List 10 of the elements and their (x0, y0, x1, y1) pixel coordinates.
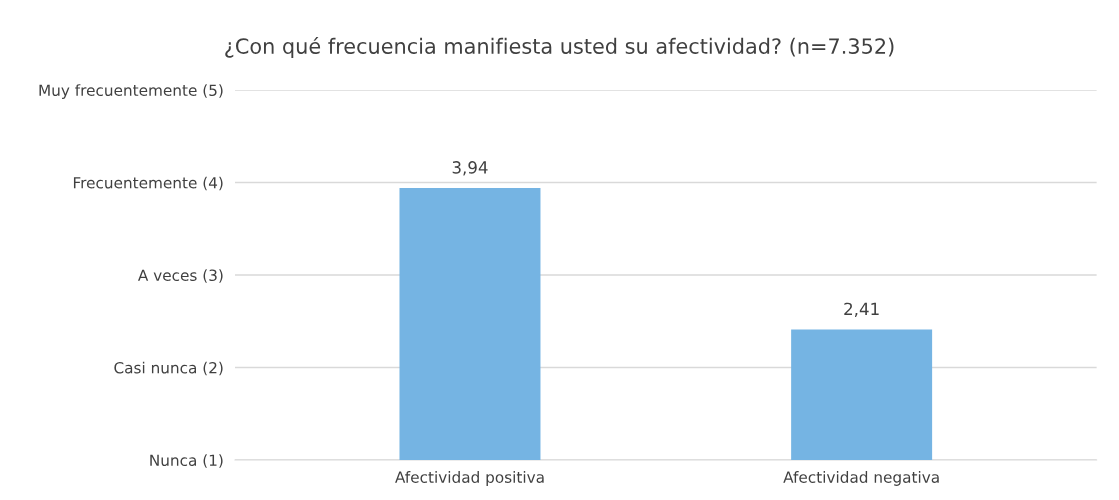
x-tick-label: Afectividad negativa (783, 471, 939, 486)
chart-title: ¿Con qué frecuencia manifiesta usted su afectividad? (n=7.352) (225, 37, 894, 58)
y-tick-label: Nunca (1) (150, 454, 223, 468)
data-label: 2,41 (844, 302, 879, 317)
y-tick-label: A veces (3) (137, 269, 223, 283)
data-label: 3,94 (452, 161, 488, 176)
x-tick-label: Afectividad positiva (395, 471, 544, 486)
y-tick-label: Casi nunca (2) (114, 361, 223, 376)
y-tick-label: Muy frecuentemente (5) (39, 84, 223, 99)
y-tick-label: Frecuentemente (4) (73, 176, 223, 191)
